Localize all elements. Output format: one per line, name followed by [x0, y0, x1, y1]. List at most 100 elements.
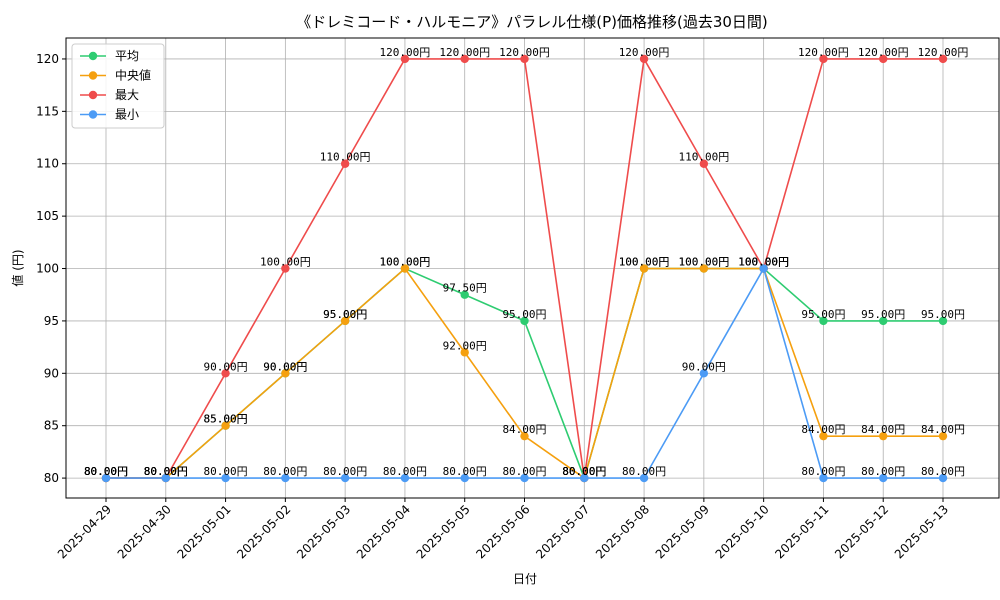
x-tick-label: 2025-04-29: [55, 502, 114, 561]
data-point: [460, 290, 469, 299]
data-label: 80.00円: [562, 465, 606, 478]
data-label: 100.00円: [619, 256, 670, 269]
data-point: [520, 473, 529, 483]
data-label: 90.00円: [263, 360, 307, 373]
data-label: 84.00円: [801, 423, 845, 436]
data-point: [938, 316, 948, 326]
data-point: [879, 54, 888, 64]
data-point: [400, 264, 410, 273]
data-point: [281, 264, 290, 273]
y-ticks: 80 85 90 95 100 105 110 115 120: [36, 52, 66, 485]
data-label: 80.00円: [502, 465, 546, 478]
data-point: [400, 473, 410, 483]
data-point: [639, 473, 649, 483]
x-tick-label: 2025-05-06: [473, 502, 532, 561]
x-axis-label: 日付: [513, 572, 537, 586]
data-label: 80.00円: [263, 465, 307, 478]
data-label: 92.00円: [443, 339, 487, 352]
data-label: 80.00円: [144, 465, 188, 478]
data-label: 95.00円: [502, 308, 546, 321]
data-label: 84.00円: [921, 423, 965, 436]
data-label: 85.00円: [204, 413, 248, 426]
data-label: 100.00円: [738, 256, 789, 269]
data-point: [938, 473, 948, 483]
data-point: [520, 54, 529, 64]
data-point: [281, 473, 290, 483]
data-label: 120.00円: [798, 46, 849, 59]
data-point: [460, 348, 469, 357]
data-labels: 80.00円 80.00円 85.00円 90.00円 95.00円 100.00円 97.…: [84, 46, 968, 478]
data-point: [938, 431, 948, 441]
data-label: 100.00円: [380, 256, 431, 269]
data-label: 120.00円: [858, 46, 909, 59]
data-point: [460, 54, 469, 64]
grid: [66, 38, 999, 498]
data-label: 85.00円: [204, 413, 248, 426]
y-tick-label: 90: [44, 366, 59, 380]
legend-marker: [88, 90, 98, 100]
x-tick-label: 2025-05-03: [294, 502, 353, 561]
data-point: [340, 316, 350, 326]
x-tick-label: 2025-05-10: [713, 502, 772, 561]
y-tick-label: 115: [36, 104, 59, 118]
data-label: 120.00円: [439, 46, 490, 59]
y-tick-label: 100: [36, 262, 59, 276]
data-point: [161, 473, 170, 483]
y-tick-label: 85: [44, 419, 59, 433]
x-tick-label: 2025-04-30: [115, 502, 174, 561]
legend-marker: [88, 71, 98, 80]
data-point: [520, 316, 529, 326]
data-point: [221, 473, 230, 483]
data-label: 95.00円: [323, 308, 367, 321]
data-point: [520, 431, 529, 441]
legend-marker: [88, 110, 98, 119]
data-label: 80.00円: [144, 465, 188, 478]
x-ticks: 2025-04-29 2025-04-30 2025-05-01 2025-05-02…: [55, 498, 951, 561]
plot-frame: [65, 37, 1000, 499]
data-label: 80.00円: [443, 465, 487, 478]
data-label: 80.00円: [562, 465, 606, 478]
x-tick-label: 2025-05-12: [832, 502, 891, 561]
data-label: 80.00円: [84, 465, 128, 478]
data-label: 90.00円: [204, 360, 248, 373]
data-label: 80.00円: [861, 465, 905, 478]
x-tick-label: 2025-05-07: [533, 502, 592, 561]
data-label: 100.00円: [738, 256, 789, 269]
data-point: [460, 473, 469, 483]
data-point: [879, 316, 888, 326]
data-label: 80.00円: [84, 465, 128, 478]
data-label: 95.00円: [801, 308, 845, 321]
legend-label: 最大: [115, 88, 139, 102]
data-point: [400, 54, 410, 64]
data-label: 90.00円: [263, 360, 307, 373]
data-point: [819, 54, 828, 64]
series-layer: [101, 54, 948, 483]
data-label: 100.00円: [678, 256, 729, 269]
data-point: [819, 431, 828, 441]
data-point: [819, 473, 828, 483]
data-label: 120.00円: [499, 46, 550, 59]
data-point: [221, 421, 230, 430]
data-point: [639, 264, 649, 273]
data-label: 80.00円: [84, 465, 128, 478]
data-label: 120.00円: [380, 46, 431, 59]
data-point: [580, 473, 589, 483]
data-label: 80.00円: [84, 465, 128, 478]
y-tick-label: 105: [36, 209, 59, 223]
x-tick-label: 2025-05-09: [653, 502, 712, 561]
data-label: 84.00円: [861, 423, 905, 436]
data-label: 97.50円: [443, 282, 487, 295]
data-point: [699, 264, 709, 273]
data-point: [639, 54, 649, 64]
series-最小: [101, 264, 948, 483]
data-label: 90.00円: [682, 360, 726, 373]
y-axis-label: 値 (円): [10, 249, 25, 286]
data-point: [879, 473, 888, 483]
data-label: 80.00円: [383, 465, 427, 478]
data-point: [819, 316, 828, 326]
legend-marker: [88, 51, 98, 61]
data-label: 110.00円: [678, 151, 729, 164]
x-tick-label: 2025-05-05: [414, 502, 473, 561]
